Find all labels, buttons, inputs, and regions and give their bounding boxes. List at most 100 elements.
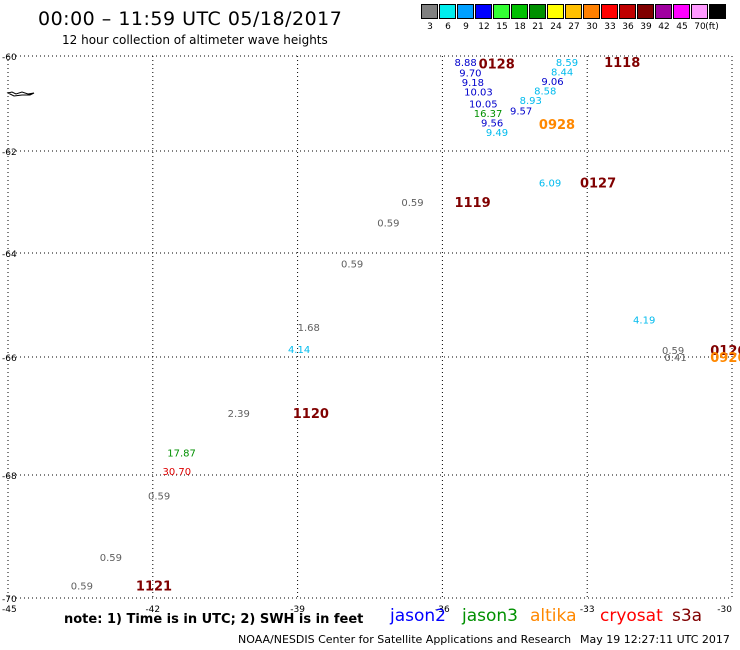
legend-swatch bbox=[439, 4, 456, 19]
wave-height-label: 17.87 bbox=[167, 449, 196, 460]
lon-tick-label: -33 bbox=[580, 605, 595, 615]
legend-swatch bbox=[565, 4, 582, 19]
wave-height-label: 8.88 bbox=[454, 58, 476, 69]
legend-label: 24 bbox=[550, 22, 562, 32]
time-label: 1118 bbox=[604, 56, 640, 71]
legend-label: 18 bbox=[514, 22, 526, 32]
wave-height-label: 4.14 bbox=[288, 345, 310, 356]
satellite-name: jason2 bbox=[390, 606, 446, 626]
time-label: 0126 bbox=[710, 344, 740, 359]
wave-height-label: 1.68 bbox=[298, 323, 320, 334]
wave-height-label: 0.59 bbox=[662, 346, 684, 357]
legend-swatch bbox=[421, 4, 438, 19]
legend-label: 45 bbox=[676, 22, 688, 32]
legend-label: 21 bbox=[532, 22, 544, 32]
time-label: 1119 bbox=[454, 196, 490, 211]
legend-label: 30 bbox=[586, 22, 598, 32]
lon-tick-label: -42 bbox=[145, 605, 160, 615]
wave-height-label: 0.41 bbox=[664, 353, 686, 364]
legend-label: 39 bbox=[640, 22, 652, 32]
wave-height-label: 0.59 bbox=[377, 218, 399, 229]
lon-tick-label: -45 bbox=[2, 605, 17, 615]
time-label: 0127 bbox=[580, 177, 616, 192]
map-axis-labels: -60 -62 -64 -66 -68 -70-45 -42 -39 -36 -33 -30 bbox=[2, 53, 732, 615]
legend-swatch bbox=[673, 4, 690, 19]
wave-height-label: 6.09 bbox=[539, 179, 561, 190]
wave-height-label: 9.06 bbox=[541, 77, 563, 88]
map-grid bbox=[7, 55, 733, 599]
wave-height-label: 8.59 bbox=[556, 58, 578, 69]
wave-height-label: 30.70 bbox=[162, 467, 191, 478]
wave-height-label: 4.19 bbox=[633, 316, 655, 327]
wave-height-label: 0.59 bbox=[100, 553, 122, 564]
legend-swatch bbox=[475, 4, 492, 19]
wave-height-label: 0.59 bbox=[401, 198, 423, 209]
timestamp: May 19 12:27:11 UTC 2017 bbox=[580, 633, 730, 646]
time-label: 0928 bbox=[539, 118, 575, 133]
time-label: 1120 bbox=[293, 407, 329, 422]
legend-swatch bbox=[457, 4, 474, 19]
satellite-name: s3a bbox=[672, 606, 703, 626]
legend-label: 9 bbox=[463, 22, 469, 32]
lon-tick-label: -39 bbox=[290, 605, 305, 615]
lat-tick-label: -62 bbox=[2, 148, 17, 158]
wave-height-label: 9.57 bbox=[510, 107, 532, 118]
wave-height-label: 8.93 bbox=[520, 96, 542, 107]
legend-swatch bbox=[583, 4, 600, 19]
legend-swatch bbox=[691, 4, 708, 19]
legend-swatch bbox=[637, 4, 654, 19]
legend-label: 15 bbox=[496, 22, 508, 32]
legend-label: 36 bbox=[622, 22, 634, 32]
legend-swatch bbox=[601, 4, 618, 19]
satellite-name: altika bbox=[530, 606, 577, 626]
wave-height-label: 8.58 bbox=[534, 87, 556, 98]
legend-label: 33 bbox=[604, 22, 616, 32]
wave-height-label: 9.18 bbox=[462, 78, 484, 89]
island-outline bbox=[6, 91, 35, 97]
lat-tick-label: -70 bbox=[2, 595, 17, 605]
satellite-name: jason3 bbox=[462, 606, 518, 626]
page-subtitle: 12 hour collection of altimeter wave hei… bbox=[62, 33, 328, 47]
legend-swatch bbox=[709, 4, 726, 19]
wave-observations: 8.889.709.1810.0310.0516.379.569.498.598… bbox=[71, 58, 687, 593]
legend-swatch bbox=[547, 4, 564, 19]
legend-swatch bbox=[619, 4, 636, 19]
legend-label: 3 bbox=[427, 22, 433, 32]
time-label: 0926 bbox=[710, 351, 740, 366]
wave-height-label: 9.56 bbox=[481, 119, 503, 130]
wave-height-label: 8.44 bbox=[551, 68, 573, 79]
wave-height-label: 0.59 bbox=[148, 491, 170, 502]
wave-height-label: 2.39 bbox=[228, 409, 250, 420]
lat-tick-label: -60 bbox=[2, 53, 17, 63]
satellite-name: cryosat bbox=[600, 606, 663, 626]
footer-note: note: 1) Time is in UTC; 2) SWH is in fe… bbox=[64, 612, 364, 627]
legend-swatch bbox=[493, 4, 510, 19]
lat-tick-label: -64 bbox=[2, 250, 17, 260]
wave-height-label: 10.05 bbox=[469, 100, 498, 111]
legend-label: 12 bbox=[478, 22, 490, 32]
page-title: 00:00 – 11:59 UTC 05/18/2017 bbox=[38, 8, 343, 30]
wave-height-label: 16.37 bbox=[474, 109, 503, 120]
wave-height-label: 10.03 bbox=[464, 88, 493, 99]
credit-line: NOAA/NESDIS Center for Satellite Applica… bbox=[238, 633, 572, 646]
wave-height-label: 0.59 bbox=[71, 582, 93, 593]
time-label: 0128 bbox=[479, 58, 515, 73]
wave-height-label: 9.70 bbox=[459, 69, 481, 80]
wave-height-label: 0.59 bbox=[341, 259, 363, 270]
lon-tick-label: -36 bbox=[435, 605, 450, 615]
time-label: 1121 bbox=[136, 580, 172, 595]
legend-label: 42 bbox=[658, 22, 670, 32]
wave-height-label: 9.49 bbox=[486, 128, 508, 139]
legend-swatch bbox=[529, 4, 546, 19]
legend-label: 27 bbox=[568, 22, 580, 32]
legend-label: 6 bbox=[445, 22, 451, 32]
lat-tick-label: -68 bbox=[2, 472, 17, 482]
legend-label: 70 bbox=[694, 22, 706, 32]
lat-tick-label: -66 bbox=[2, 354, 17, 364]
legend-swatch bbox=[655, 4, 672, 19]
time-labels: 0128 1118 0928 0127 1119 1120 1121 01260926 bbox=[136, 56, 740, 595]
legend-unit: (ft) bbox=[705, 22, 719, 32]
legend-swatch bbox=[511, 4, 528, 19]
lon-tick-label: -30 bbox=[717, 605, 732, 615]
